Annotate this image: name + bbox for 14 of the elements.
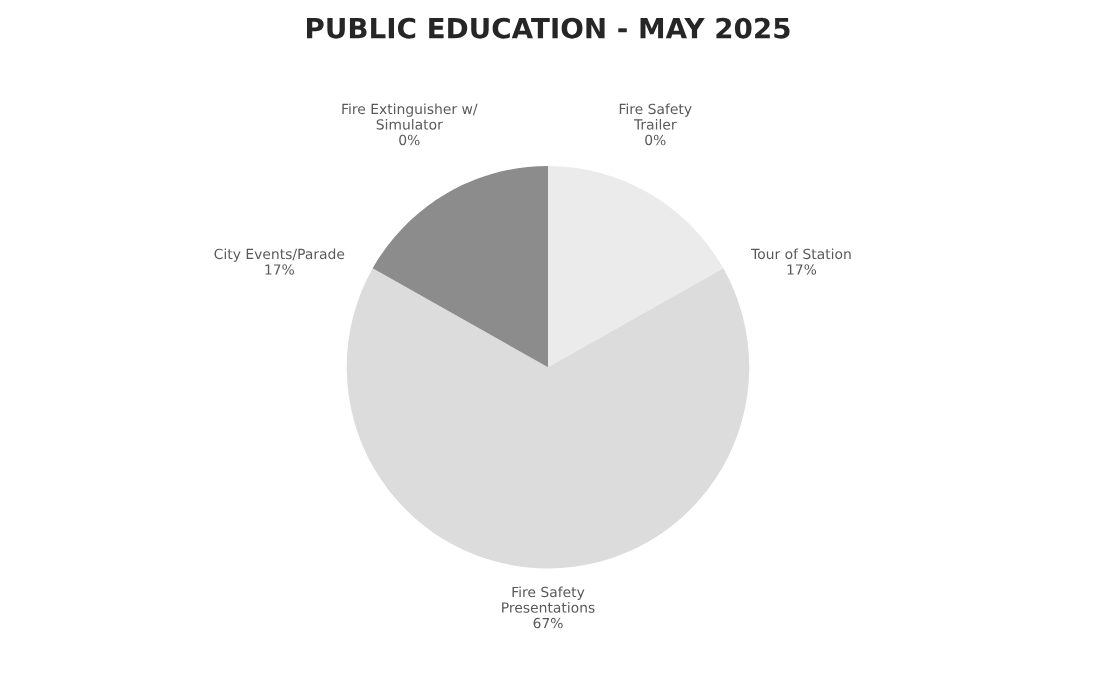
category-label: Fire Safety Trailer [619, 103, 692, 130]
data-label: 67% [533, 617, 563, 629]
category-label: Fire Extinguisher w/ Simulator [342, 103, 478, 130]
pie-slice [346, 268, 750, 569]
data-label: 17% [265, 264, 294, 275]
chart-title: PUBLIC EDUCATION - MAY 2025 [307, 17, 790, 39]
slice-label: Fire Safety Presentations [502, 586, 595, 613]
pie-slice [372, 165, 548, 368]
slice-label: Tour of Station [751, 248, 851, 260]
pie-slice [548, 165, 724, 368]
slice-label: City Events/Parade [214, 248, 345, 262]
text: 0% [399, 134, 420, 146]
text: 0% [645, 134, 666, 146]
data-label: 17% [787, 264, 817, 275]
